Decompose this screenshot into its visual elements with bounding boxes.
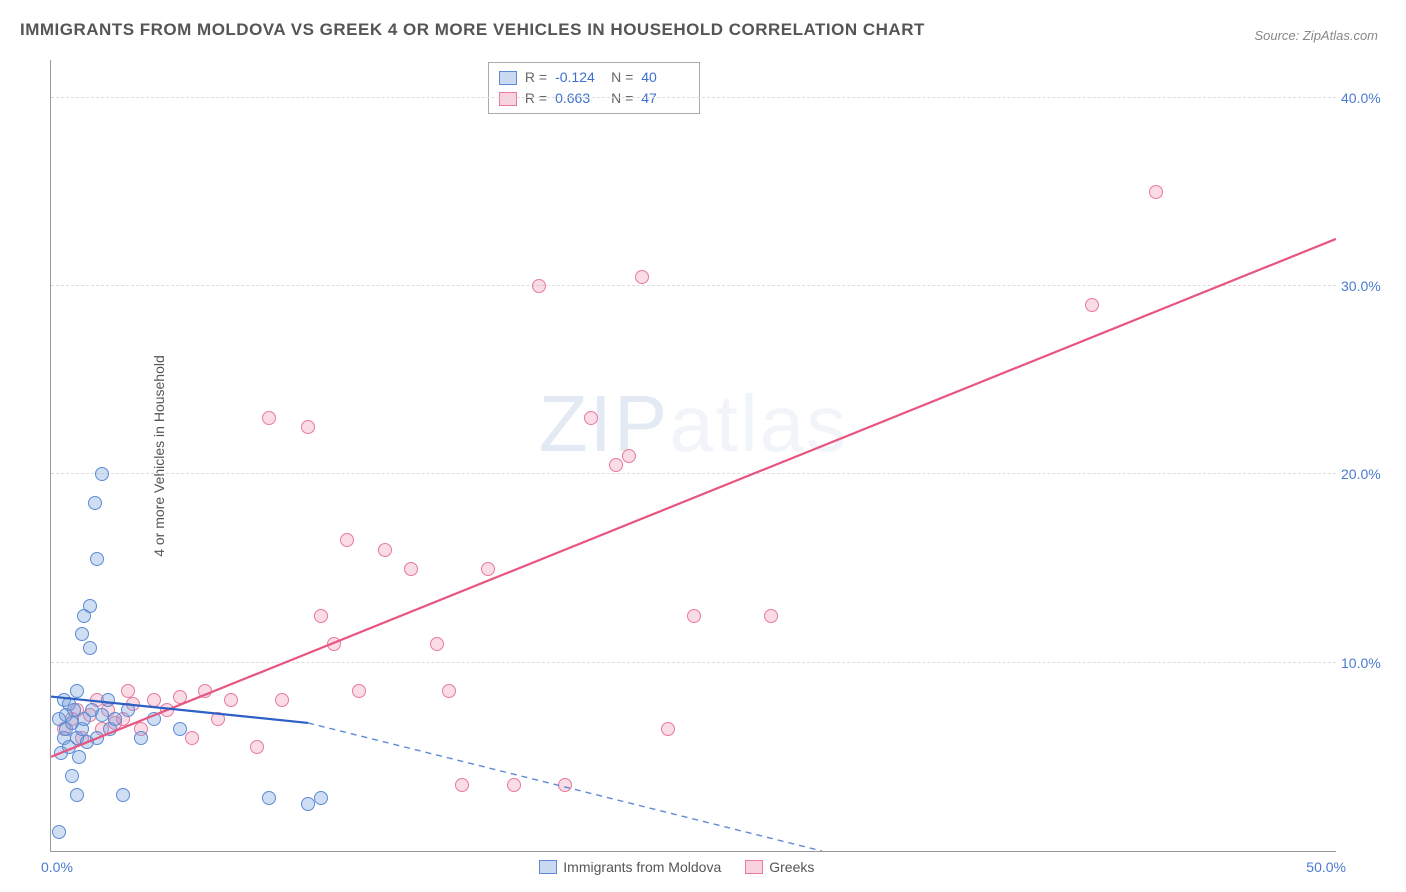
watermark: ZIPatlas (539, 378, 848, 470)
scatter-point (275, 693, 289, 707)
scatter-point (262, 791, 276, 805)
scatter-point (83, 641, 97, 655)
series-legend: Immigrants from Moldova Greeks (539, 859, 814, 875)
scatter-point (314, 791, 328, 805)
scatter-point (404, 562, 418, 576)
scatter-point (1085, 298, 1099, 312)
scatter-point (507, 778, 521, 792)
scatter-point (75, 627, 89, 641)
scatter-point (90, 552, 104, 566)
scatter-point (584, 411, 598, 425)
scatter-point (532, 279, 546, 293)
swatch-blue-icon (499, 71, 517, 85)
scatter-point (121, 703, 135, 717)
n-value: 47 (641, 88, 689, 109)
scatter-point (70, 684, 84, 698)
scatter-point (378, 543, 392, 557)
legend-item-moldova: Immigrants from Moldova (539, 859, 721, 875)
n-label: N = (611, 88, 633, 109)
n-label: N = (611, 67, 633, 88)
scatter-point (116, 788, 130, 802)
scatter-point (301, 420, 315, 434)
legend-label: Greeks (769, 859, 814, 875)
scatter-point (340, 533, 354, 547)
scatter-point (90, 731, 104, 745)
scatter-point (185, 731, 199, 745)
scatter-point (173, 690, 187, 704)
n-value: 40 (641, 67, 689, 88)
scatter-point (622, 449, 636, 463)
scatter-point (147, 693, 161, 707)
swatch-pink-icon (499, 92, 517, 106)
scatter-point (52, 825, 66, 839)
scatter-point (88, 496, 102, 510)
stats-legend: R = -0.124 N = 40 R = 0.663 N = 47 (488, 62, 700, 114)
scatter-point (455, 778, 469, 792)
gridline (51, 662, 1336, 663)
plot-region: ZIPatlas R = -0.124 N = 40 R = 0.663 N =… (50, 60, 1336, 852)
scatter-point (1149, 185, 1163, 199)
y-tick-label: 20.0% (1341, 466, 1396, 482)
scatter-point (352, 684, 366, 698)
scatter-point (134, 731, 148, 745)
scatter-point (121, 684, 135, 698)
scatter-point (72, 750, 86, 764)
scatter-point (687, 609, 701, 623)
scatter-point (198, 684, 212, 698)
r-value: -0.124 (555, 67, 603, 88)
scatter-point (609, 458, 623, 472)
legend-label: Immigrants from Moldova (563, 859, 721, 875)
scatter-point (250, 740, 264, 754)
scatter-point (764, 609, 778, 623)
legend-row-greeks: R = 0.663 N = 47 (499, 88, 689, 109)
scatter-point (95, 708, 109, 722)
chart-area: 4 or more Vehicles in Household ZIPatlas… (50, 60, 1336, 852)
legend-item-greeks: Greeks (745, 859, 814, 875)
scatter-point (558, 778, 572, 792)
x-tick-min: 0.0% (41, 859, 73, 875)
scatter-point (635, 270, 649, 284)
y-tick-label: 10.0% (1341, 655, 1396, 671)
scatter-point (83, 599, 97, 613)
r-value: 0.663 (555, 88, 603, 109)
y-tick-label: 30.0% (1341, 278, 1396, 294)
y-tick-label: 40.0% (1341, 90, 1396, 106)
scatter-point (661, 722, 675, 736)
scatter-point (147, 712, 161, 726)
source-attribution: Source: ZipAtlas.com (1254, 28, 1378, 43)
scatter-point (108, 712, 122, 726)
scatter-point (65, 769, 79, 783)
gridline (51, 97, 1336, 98)
swatch-blue-icon (539, 860, 557, 874)
scatter-point (442, 684, 456, 698)
gridline (51, 473, 1336, 474)
scatter-point (327, 637, 341, 651)
scatter-point (160, 703, 174, 717)
chart-title: IMMIGRANTS FROM MOLDOVA VS GREEK 4 OR MO… (20, 20, 925, 40)
scatter-point (101, 693, 115, 707)
scatter-point (224, 693, 238, 707)
trend-overlay (51, 60, 1336, 851)
scatter-point (430, 637, 444, 651)
legend-row-moldova: R = -0.124 N = 40 (499, 67, 689, 88)
scatter-point (173, 722, 187, 736)
r-label: R = (525, 67, 547, 88)
r-label: R = (525, 88, 547, 109)
scatter-point (481, 562, 495, 576)
scatter-point (211, 712, 225, 726)
gridline (51, 285, 1336, 286)
scatter-point (70, 788, 84, 802)
scatter-point (95, 467, 109, 481)
x-tick-max: 50.0% (1306, 859, 1346, 875)
scatter-point (314, 609, 328, 623)
swatch-pink-icon (745, 860, 763, 874)
scatter-point (262, 411, 276, 425)
